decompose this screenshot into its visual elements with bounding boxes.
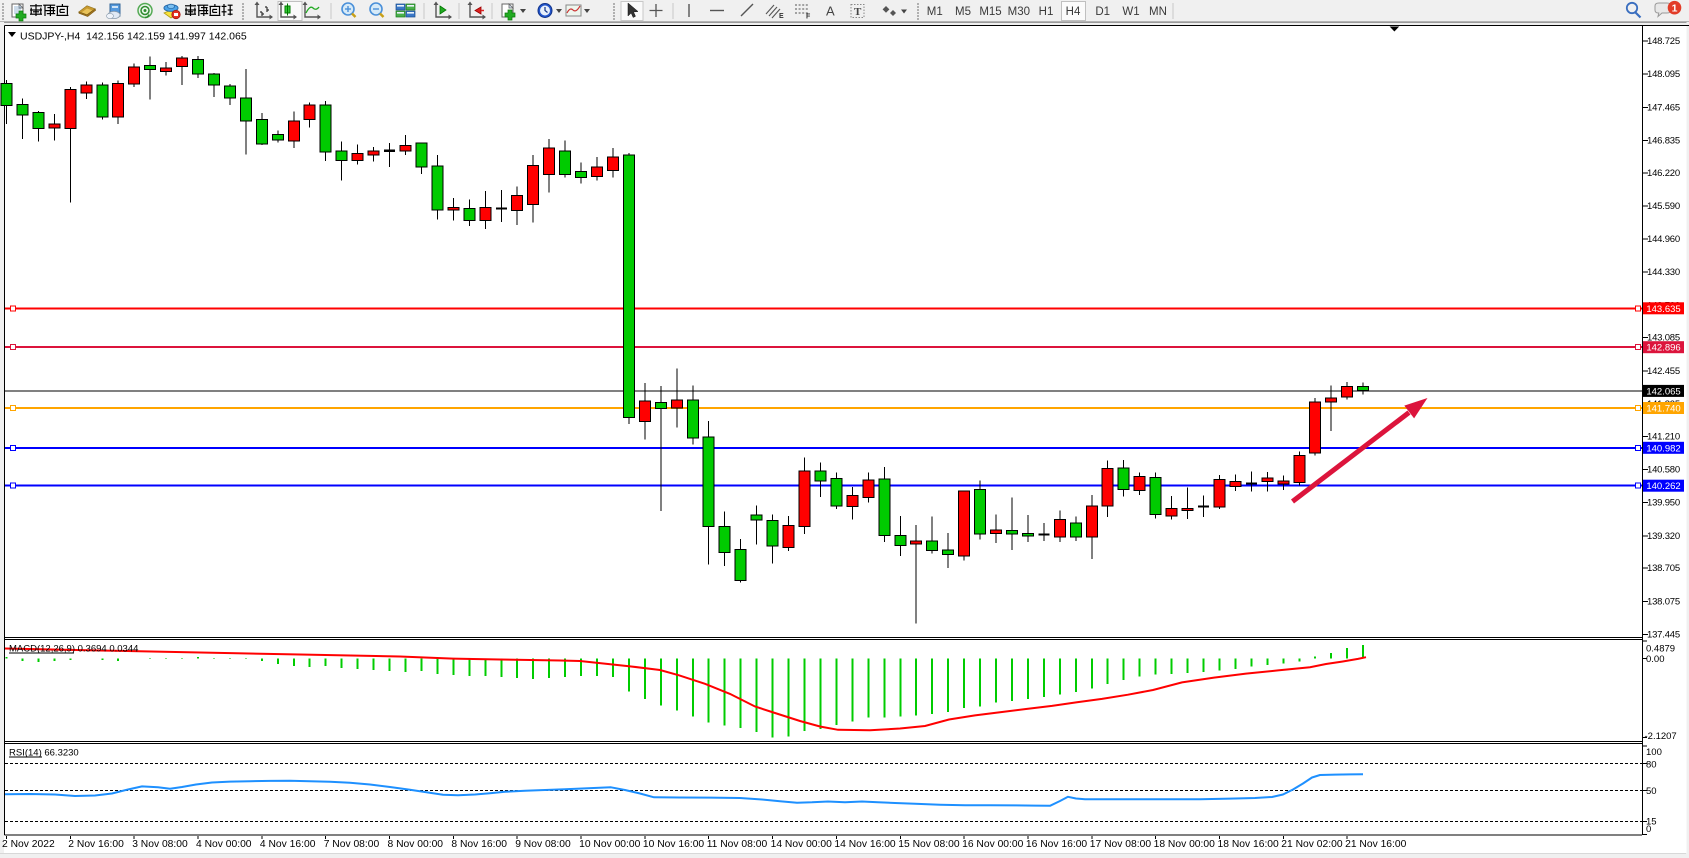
svg-text:140.262: 140.262 <box>1646 481 1680 492</box>
svg-text:MN: MN <box>1149 6 1167 18</box>
svg-text:21 Nov 02:00: 21 Nov 02:00 <box>1281 839 1343 850</box>
svg-text:0.00: 0.00 <box>1646 654 1665 665</box>
svg-text:W1: W1 <box>1122 6 1139 18</box>
svg-text:80: 80 <box>1646 760 1657 771</box>
svg-text:144.330: 144.330 <box>1647 267 1680 278</box>
svg-text:143.085: 143.085 <box>1647 333 1680 344</box>
svg-text:146.835: 146.835 <box>1647 136 1680 147</box>
svg-text:4 Nov 16:00: 4 Nov 16:00 <box>260 839 316 850</box>
svg-text:146.220: 146.220 <box>1647 168 1680 179</box>
svg-text:H4: H4 <box>1066 6 1081 18</box>
svg-text:142.455: 142.455 <box>1647 366 1680 377</box>
svg-text:142.896: 142.896 <box>1646 343 1680 354</box>
svg-text:H1: H1 <box>1039 6 1054 18</box>
svg-text:10 Nov 00:00: 10 Nov 00:00 <box>579 839 641 850</box>
svg-text:140.982: 140.982 <box>1646 443 1680 454</box>
svg-text:MACD(12,26,9) 0.3694 0.0344: MACD(12,26,9) 0.3694 0.0344 <box>9 644 138 655</box>
svg-text:15: 15 <box>1646 817 1657 828</box>
svg-text:11 Nov 08:00: 11 Nov 08:00 <box>707 839 768 850</box>
svg-text:143.635: 143.635 <box>1646 304 1680 315</box>
svg-text:14 Nov 16:00: 14 Nov 16:00 <box>834 839 896 850</box>
svg-text:E: E <box>779 13 784 20</box>
svg-text:D1: D1 <box>1095 6 1110 18</box>
svg-text:9 Nov 08:00: 9 Nov 08:00 <box>515 839 571 850</box>
svg-text:139.950: 139.950 <box>1647 498 1680 509</box>
svg-text:137.445: 137.445 <box>1647 629 1680 640</box>
svg-text:18 Nov 16:00: 18 Nov 16:00 <box>1218 839 1280 850</box>
svg-text:10 Nov 16:00: 10 Nov 16:00 <box>643 839 705 850</box>
svg-text:4 Nov 00:00: 4 Nov 00:00 <box>196 839 252 850</box>
svg-text:141.740: 141.740 <box>1646 404 1680 415</box>
svg-text:16 Nov 16:00: 16 Nov 16:00 <box>1026 839 1088 850</box>
svg-text:-2.1207: -2.1207 <box>1645 731 1677 742</box>
svg-text:144.960: 144.960 <box>1647 234 1680 245</box>
svg-text:139.320: 139.320 <box>1647 531 1680 542</box>
svg-text:147.465: 147.465 <box>1647 102 1680 113</box>
svg-text:M5: M5 <box>955 6 971 18</box>
svg-text:141.210: 141.210 <box>1647 431 1680 442</box>
svg-text:100: 100 <box>1646 747 1662 758</box>
svg-text:21 Nov 16:00: 21 Nov 16:00 <box>1345 839 1407 850</box>
svg-text:0.4879: 0.4879 <box>1646 644 1675 655</box>
svg-text:RSI(14) 66.3230: RSI(14) 66.3230 <box>9 748 79 759</box>
svg-text:148.095: 148.095 <box>1647 69 1680 80</box>
svg-text:M30: M30 <box>1008 6 1030 18</box>
svg-text:142.065: 142.065 <box>1646 386 1680 397</box>
svg-text:M1: M1 <box>927 6 943 18</box>
svg-text:50: 50 <box>1646 786 1657 797</box>
svg-text:138.705: 138.705 <box>1647 563 1680 574</box>
svg-text:M15: M15 <box>979 6 1001 18</box>
svg-text:2 Nov 16:00: 2 Nov 16:00 <box>68 839 124 850</box>
svg-text:F: F <box>806 14 811 21</box>
svg-text:3 Nov 08:00: 3 Nov 08:00 <box>132 839 188 850</box>
svg-text:17 Nov 08:00: 17 Nov 08:00 <box>1090 839 1152 850</box>
svg-text:8 Nov 16:00: 8 Nov 16:00 <box>451 839 507 850</box>
svg-text:8 Nov 00:00: 8 Nov 00:00 <box>388 839 444 850</box>
svg-text:15 Nov 08:00: 15 Nov 08:00 <box>898 839 960 850</box>
svg-text:148.725: 148.725 <box>1647 36 1680 47</box>
svg-text:1: 1 <box>1672 3 1678 15</box>
svg-text:18 Nov 00:00: 18 Nov 00:00 <box>1154 839 1216 850</box>
svg-text:T: T <box>854 6 862 18</box>
svg-text:16 Nov 00:00: 16 Nov 00:00 <box>962 839 1024 850</box>
svg-text:0: 0 <box>1646 824 1651 835</box>
svg-text:145.590: 145.590 <box>1647 201 1680 212</box>
svg-text:A: A <box>826 4 835 19</box>
svg-text:14 Nov 00:00: 14 Nov 00:00 <box>771 839 833 850</box>
svg-text:138.075: 138.075 <box>1647 596 1680 607</box>
svg-text:7 Nov 08:00: 7 Nov 08:00 <box>324 839 380 850</box>
svg-text:2 Nov 2022: 2 Nov 2022 <box>2 839 55 850</box>
svg-text:USDJPY-,H4 142.156 142.159 14: USDJPY-,H4 142.156 142.159 141.997 142.0… <box>20 31 247 43</box>
svg-text:140.580: 140.580 <box>1647 465 1680 476</box>
